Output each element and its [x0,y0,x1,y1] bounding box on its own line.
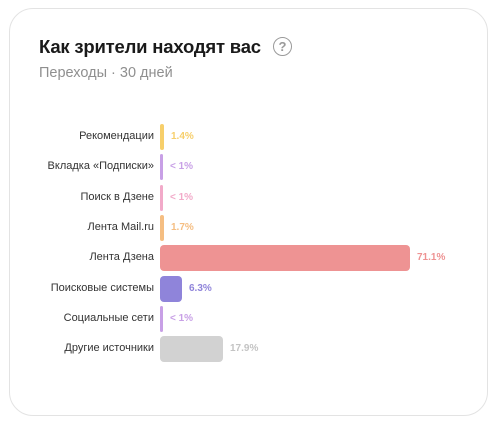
source-row[interactable]: Вкладка «Подписки» < 1% [10,154,489,181]
card-subtitle: Переходы · 30 дней [39,65,173,81]
source-value: 1.4% [171,131,194,142]
source-bar [160,336,223,363]
source-value: 1.7% [171,221,194,233]
source-label: Поисковые системы [50,281,154,294]
source-row[interactable]: Лента Дзена 71.1% [10,245,489,272]
source-value: 71.1% [417,252,446,264]
source-label: Рекомендации [79,130,154,142]
source-bar [160,124,164,150]
source-row[interactable]: Другие источники 17.9% [10,336,489,363]
source-label: Лента Mail.ru [87,220,154,233]
source-bar [160,245,410,272]
source-row[interactable]: Поиск в Дзене < 1% [10,184,489,211]
source-label: Поиск в Дзене [80,190,154,203]
source-row[interactable]: Социальные сети < 1% [10,305,489,332]
source-value: < 1% [170,312,194,324]
source-row[interactable]: Поисковые системы 6.3% [10,275,489,302]
source-row[interactable]: Лента Mail.ru 1.7% [10,214,489,241]
source-label: Вкладка «Подписки» [47,160,154,173]
source-value: < 1% [170,191,194,203]
source-value: 17.9% [230,343,259,355]
source-label: Социальные сети [63,311,154,324]
source-value: < 1% [170,161,194,173]
source-value: 6.3% [189,282,212,294]
source-bar [160,275,182,302]
source-label: Другие источники [64,342,154,355]
source-bar [160,184,163,211]
card-title: Как зрители находят вас [39,36,261,57]
source-bar [160,214,164,241]
source-row[interactable]: Рекомендации 1.4% [10,124,489,150]
traffic-sources-card: Как зрители находят вас ? Переходы · 30 … [9,8,488,416]
source-label: Лента Дзена [89,251,154,264]
source-bar [160,154,163,181]
question-circle-icon[interactable]: ? [273,37,292,56]
source-bar [160,305,163,332]
